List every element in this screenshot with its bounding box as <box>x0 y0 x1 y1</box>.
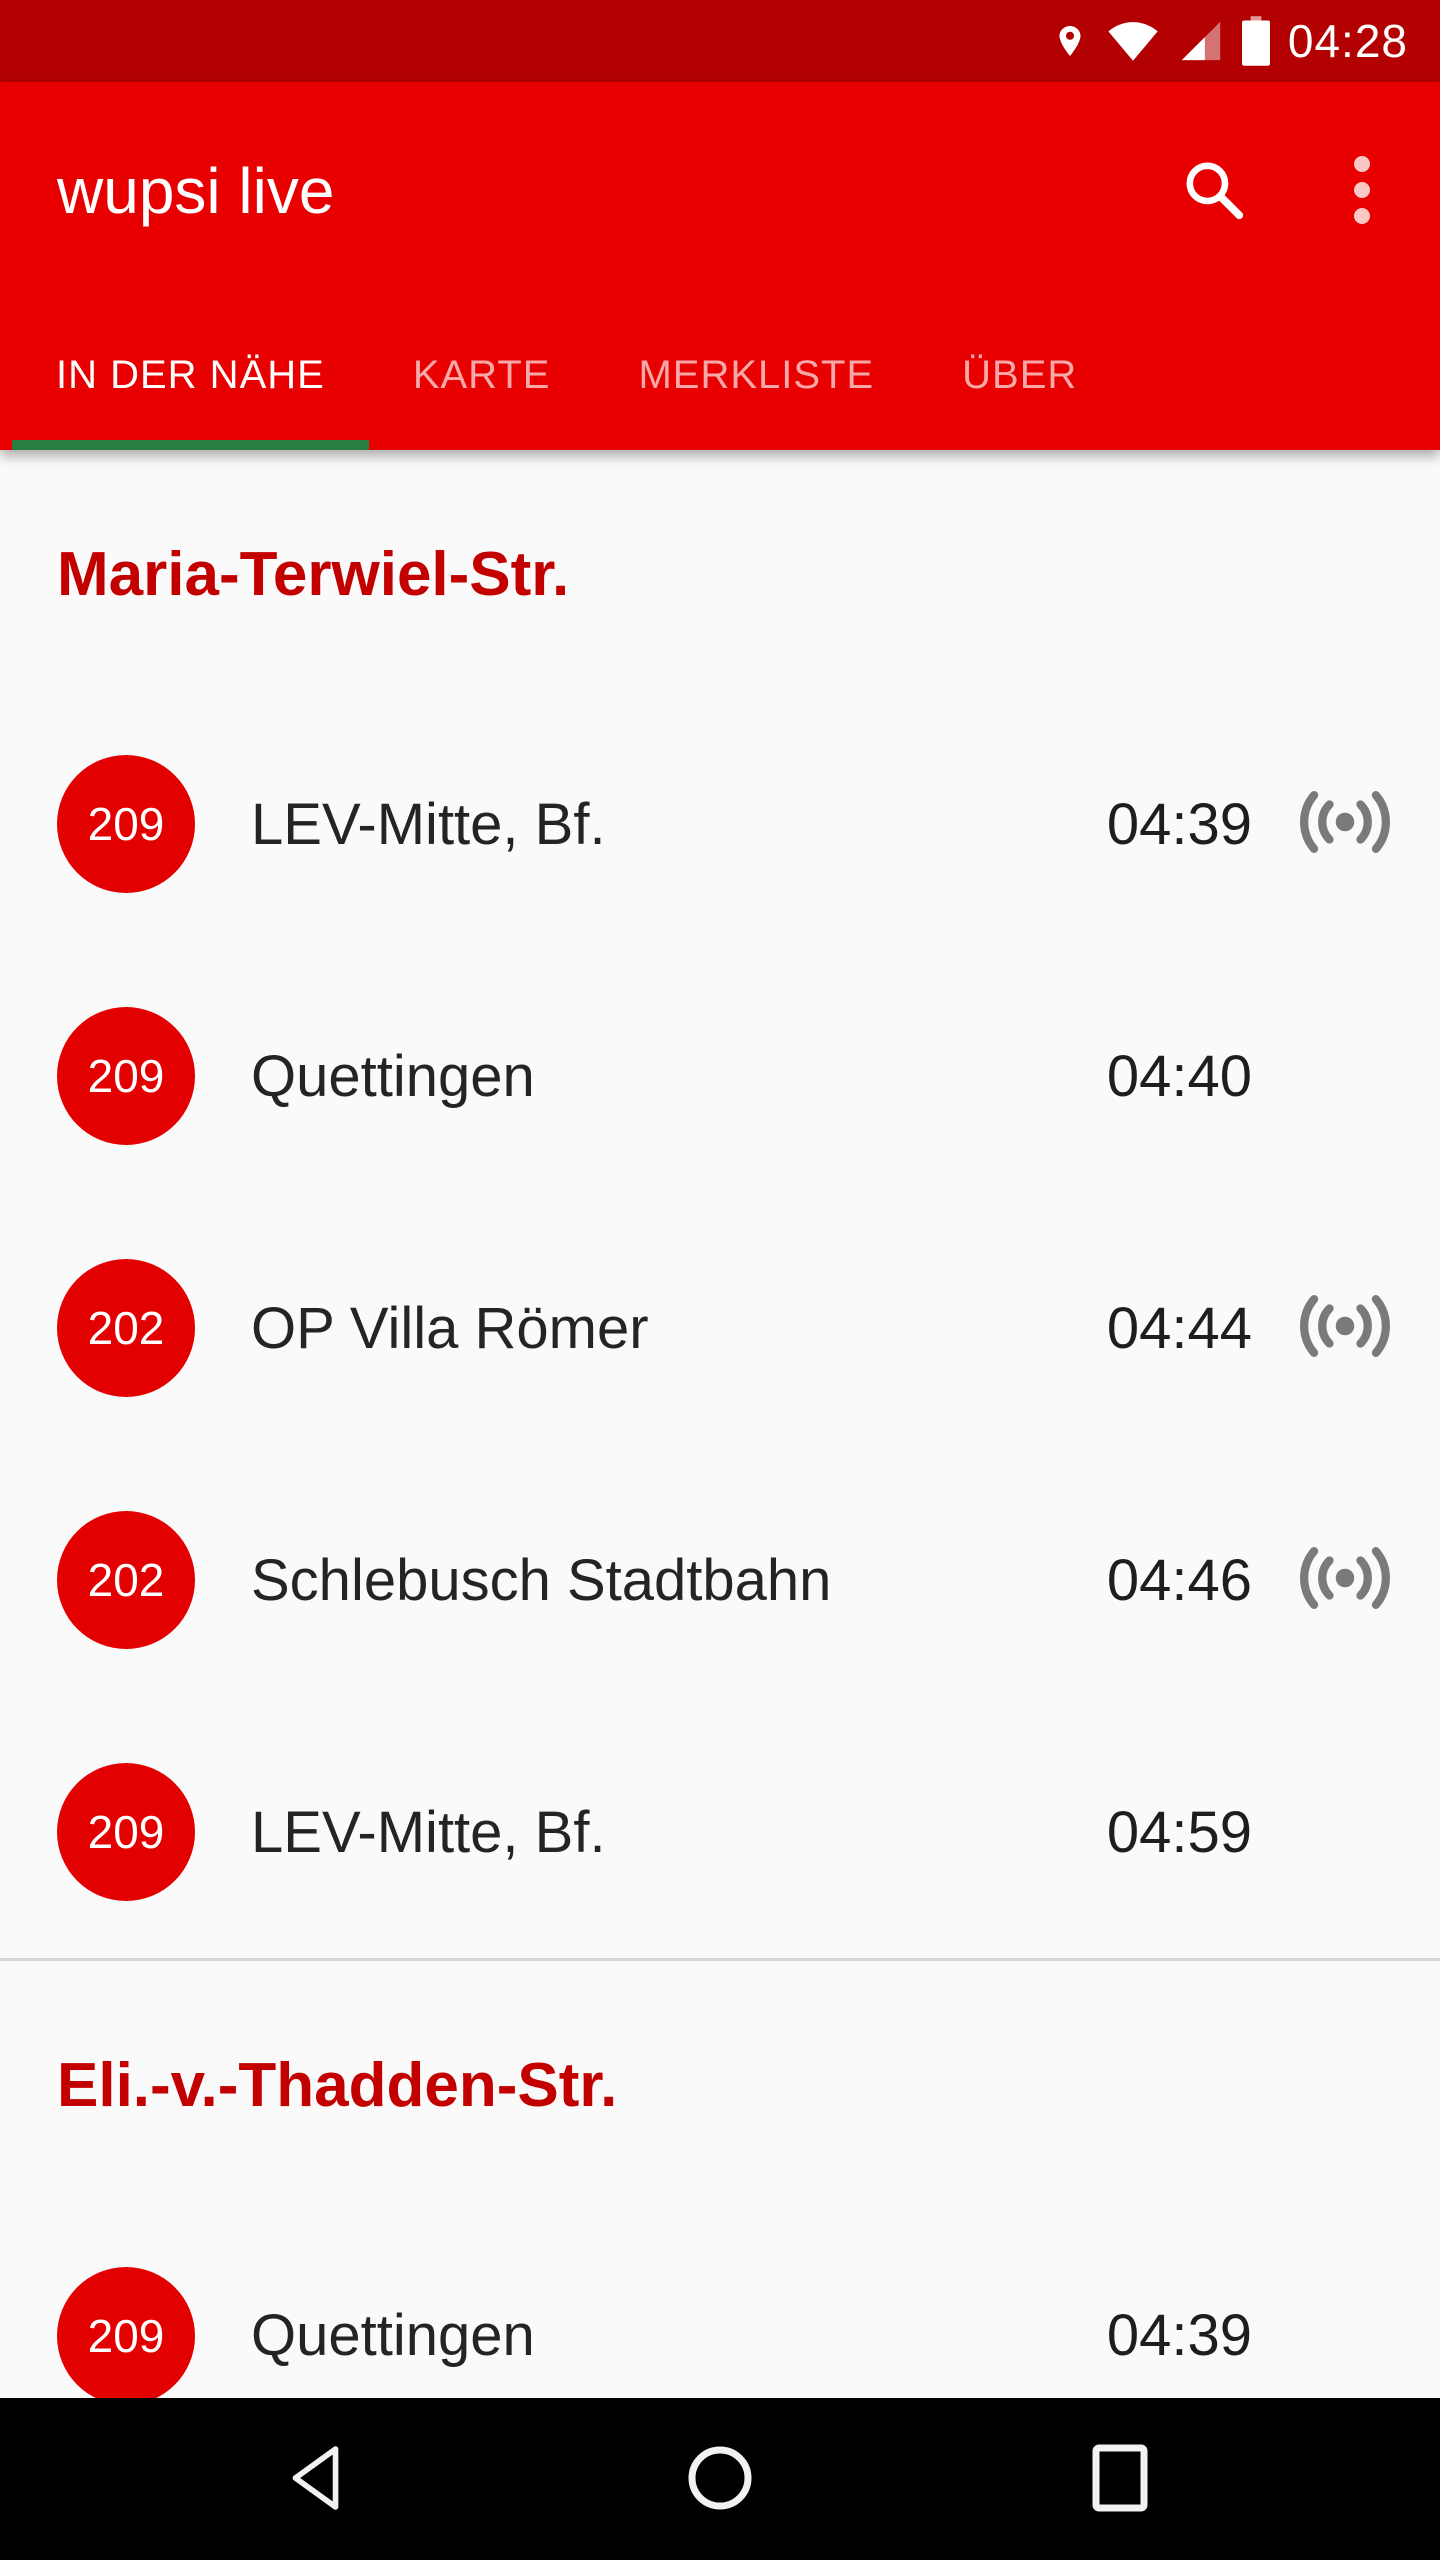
live-slot <box>1290 1545 1400 1616</box>
navigation-bar <box>0 2398 1440 2560</box>
destination: LEV-Mitte, Bf. <box>251 791 606 857</box>
section-rows: 209 Quettingen 04:39 <box>0 2210 1440 2462</box>
departure-row[interactable]: 209 Quettingen 04:40 <box>0 950 1440 1202</box>
line-badge: 202 <box>57 1259 195 1398</box>
departure-row[interactable]: 209 LEV-Mitte, Bf. 04:59 <box>0 1706 1440 1958</box>
tab-karte[interactable]: KARTE <box>369 300 595 450</box>
overflow-menu-button[interactable] <box>1314 143 1410 239</box>
battery-icon <box>1241 16 1270 66</box>
live-slot <box>1290 1797 1400 1868</box>
cellular-signal-icon <box>1178 18 1224 64</box>
recents-icon <box>1091 2443 1149 2516</box>
departure-time: 04:40 <box>1106 1043 1252 1109</box>
destination: OP Villa Römer <box>251 1295 649 1361</box>
departure-row[interactable]: 202 OP Villa Römer 04:44 <box>0 1202 1440 1454</box>
departure-row[interactable]: 209 LEV-Mitte, Bf. 04:39 <box>0 698 1440 950</box>
live-icon <box>1295 1293 1395 1364</box>
departure-time: 04:39 <box>1106 791 1252 857</box>
tab-ueber[interactable]: ÜBER <box>918 300 1121 450</box>
status-clock: 04:28 <box>1287 15 1408 67</box>
toolbar: wupsi live <box>0 82 1440 300</box>
tab-in-der-naehe[interactable]: IN DER NÄHE <box>12 300 369 450</box>
stop-section: Maria-Terwiel-Str. 209 LEV-Mitte, Bf. 04… <box>0 538 1440 1958</box>
live-slot <box>1290 1041 1400 1112</box>
line-badge: 209 <box>57 1007 195 1146</box>
wifi-icon <box>1106 19 1160 63</box>
section-title: Maria-Terwiel-Str. <box>57 540 570 609</box>
departure-time: 04:59 <box>1106 1799 1252 1865</box>
live-icon <box>1295 1545 1395 1616</box>
nav-home-button[interactable] <box>660 2398 780 2560</box>
line-badge: 209 <box>57 755 195 894</box>
departure-row[interactable]: 209 Quettingen 04:39 <box>0 2210 1440 2462</box>
section-title: Eli.-v.-Thadden-Str. <box>57 2051 618 2121</box>
live-slot <box>1290 789 1400 860</box>
status-bar: 04:28 <box>0 0 1440 82</box>
departure-time: 04:46 <box>1106 1547 1252 1613</box>
departures-list: Maria-Terwiel-Str. 209 LEV-Mitte, Bf. 04… <box>0 450 1440 2560</box>
location-icon <box>1052 17 1088 65</box>
line-badge: 209 <box>57 2266 195 2405</box>
line-badge: 209 <box>57 1763 195 1902</box>
destination: LEV-Mitte, Bf. <box>251 1799 606 1865</box>
tab-bar: IN DER NÄHE KARTE MERKLISTE ÜBER <box>0 300 1440 450</box>
home-icon <box>686 2444 754 2515</box>
tab-merkliste[interactable]: MERKLISTE <box>594 300 918 450</box>
back-icon <box>287 2441 343 2518</box>
departure-row[interactable]: 202 Schlebusch Stadtbahn 04:46 <box>0 1454 1440 1706</box>
search-button[interactable] <box>1166 143 1262 239</box>
destination: Schlebusch Stadtbahn <box>251 1547 832 1613</box>
destination: Quettingen <box>251 1043 535 1109</box>
live-slot <box>1290 1293 1400 1364</box>
toolbar-actions <box>1166 143 1440 239</box>
departure-time: 04:39 <box>1106 2303 1252 2369</box>
line-badge: 202 <box>57 1511 195 1650</box>
search-icon <box>1181 157 1247 226</box>
app-bar: wupsi live <box>0 82 1440 450</box>
live-slot <box>1290 2300 1400 2371</box>
departure-time: 04:44 <box>1106 1295 1252 1361</box>
live-icon <box>1295 789 1395 860</box>
section-rows: 209 LEV-Mitte, Bf. 04:39 209 Quettingen … <box>0 698 1440 1958</box>
app-title: wupsi live <box>57 155 335 227</box>
overflow-menu-icon <box>1353 155 1371 228</box>
nav-back-button[interactable] <box>255 2398 375 2560</box>
nav-recents-button[interactable] <box>1060 2398 1180 2560</box>
destination: Quettingen <box>251 2303 535 2369</box>
stop-section: Eli.-v.-Thadden-Str. 209 Quettingen 04:3… <box>0 1958 1440 2461</box>
